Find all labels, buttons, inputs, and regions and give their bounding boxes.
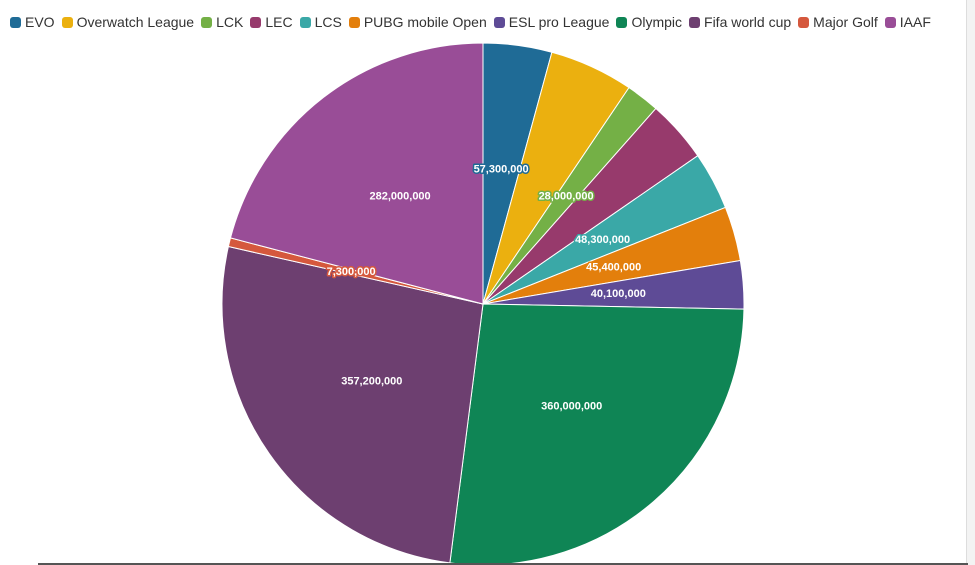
legend-swatch	[493, 16, 505, 28]
legend-swatch	[798, 16, 810, 28]
legend-label: EVO	[25, 14, 55, 30]
data-label-esl-pro-league: 40,100,000	[591, 288, 646, 300]
legend-label: Olympic	[631, 14, 683, 30]
legend-swatch	[689, 16, 701, 28]
pie-slice-fifa-world-cup[interactable]	[221, 245, 484, 564]
data-label-lck: 28,000,000	[539, 191, 594, 203]
legend-label: LEC	[265, 14, 293, 30]
data-label-iaaf: 282,000,000	[370, 191, 431, 203]
legend-item-pubg-mobile-open[interactable]: PUBG mobile Open	[348, 14, 487, 30]
data-label-evo: 57,300,000	[474, 163, 529, 175]
pie-slice-iaaf[interactable]	[229, 42, 484, 305]
legend-item-overwatch-league[interactable]: Overwatch League	[61, 14, 195, 30]
legend-item-lec[interactable]: LEC	[250, 14, 293, 30]
legend-item-lcs[interactable]: LCS	[299, 14, 342, 30]
data-label-fifa-world-cup: 357,200,000	[341, 376, 402, 388]
legend-swatch	[201, 16, 213, 28]
data-label-lcs: 48,300,000	[575, 234, 630, 246]
vertical-scrollbar[interactable]	[966, 0, 975, 565]
legend-label: LCS	[314, 14, 342, 30]
legend-label: Overwatch League	[76, 14, 195, 30]
legend-item-esl-pro-league[interactable]: ESL pro League	[493, 14, 610, 30]
legend-label: IAAF	[899, 14, 931, 30]
data-label-major-golf: 7,300,000	[327, 266, 376, 278]
legend-label: PUBG mobile Open	[363, 14, 487, 30]
pie-slice-olympic[interactable]	[449, 303, 745, 565]
data-label-olympic: 360,000,000	[541, 401, 602, 413]
legend-item-evo[interactable]: EVO	[10, 14, 55, 30]
data-label-pubg-mobile-open: 45,400,000	[586, 261, 641, 273]
legend-label: LCK	[216, 14, 244, 30]
legend-label: Fifa world cup	[704, 14, 792, 30]
legend-item-major-golf[interactable]: Major Golf	[798, 14, 878, 30]
legend-swatch	[250, 16, 262, 28]
legend-swatch	[616, 16, 628, 28]
legend-label: ESL pro League	[508, 14, 610, 30]
legend-item-lck[interactable]: LCK	[201, 14, 243, 30]
legend-swatch	[348, 16, 360, 28]
legend-label: Major Golf	[813, 14, 878, 30]
legend-swatch	[61, 16, 73, 28]
bottom-border	[38, 563, 968, 565]
legend-item-fifa-world-cup[interactable]: Fifa world cup	[689, 14, 791, 30]
legend-item-olympic[interactable]: Olympic	[616, 14, 682, 30]
legend-swatch	[10, 16, 21, 28]
legend-item-iaaf[interactable]: IAAF	[884, 14, 931, 30]
chart-legend: EVO Overwatch League LCK LEC LCS PUBG mobile …	[10, 12, 938, 32]
legend-swatch	[299, 16, 311, 28]
legend-swatch	[884, 16, 896, 28]
